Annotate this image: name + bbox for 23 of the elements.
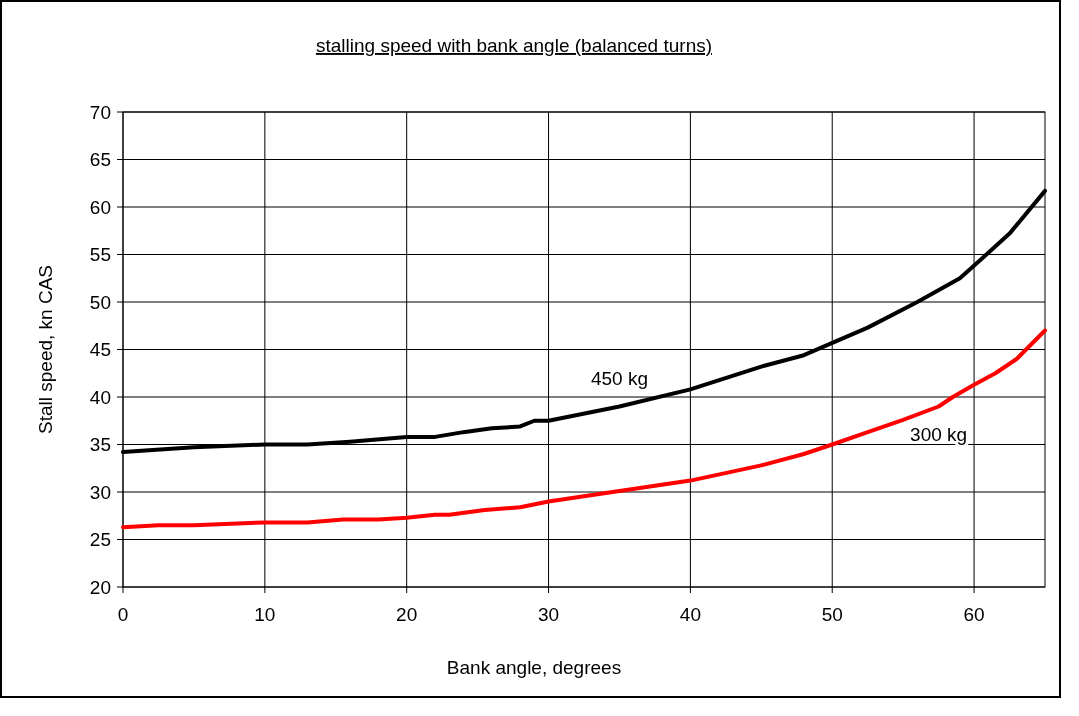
y-tick-label: 55 [89, 244, 111, 266]
x-tick-label: 30 [537, 604, 560, 625]
x-tick-label: 20 [396, 604, 418, 625]
series-label: 300 kg [910, 424, 968, 446]
y-tick-label: 35 [89, 434, 111, 456]
y-tick-label: 70 [89, 101, 111, 123]
x-tick-label: 60 [963, 604, 985, 625]
y-axis-title: Stall speed, kn CAS [35, 265, 56, 434]
x-tick-label: 10 [254, 604, 276, 625]
y-tick-label: 50 [89, 291, 111, 313]
y-tick-label: 40 [89, 386, 111, 408]
y-tick-label: 20 [89, 576, 111, 598]
y-tick-label: 45 [89, 339, 111, 361]
y-tick-label: 60 [89, 196, 111, 218]
x-axis-title: Bank angle, degrees [446, 657, 622, 678]
y-tick-label: 30 [89, 481, 111, 503]
x-tick-label: 0 [117, 604, 129, 625]
x-tick-label: 50 [821, 604, 843, 625]
chart-title: stalling speed with bank angle (balanced turns) [315, 35, 713, 56]
y-tick-label: 25 [89, 529, 111, 551]
x-tick-label: 40 [679, 604, 701, 625]
series-label: 450 kg [590, 368, 648, 390]
y-tick-label: 65 [89, 149, 111, 171]
